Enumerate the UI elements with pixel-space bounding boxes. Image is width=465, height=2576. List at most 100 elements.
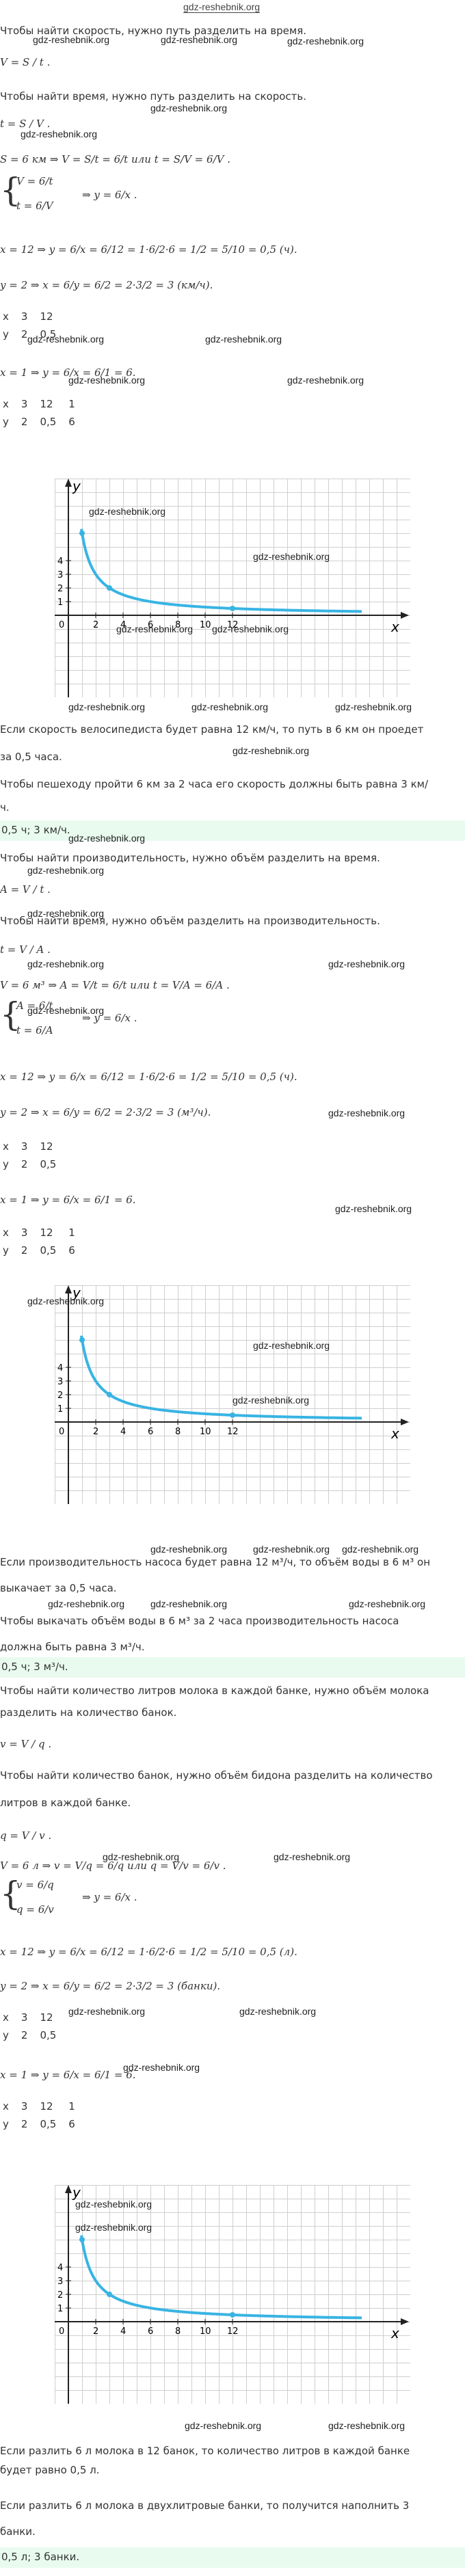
y-tick-label: 2 (57, 584, 63, 594)
p3-system-brace: { (0, 1875, 21, 1913)
p3-conclusion4: банки. (0, 2525, 36, 2538)
watermark-text: gdz-reshebnik.org (342, 1544, 419, 1555)
p2-conclusion2: выкачает за 0,5 часа. (0, 1582, 117, 1594)
x-tick-label: 10 (200, 2326, 211, 2337)
watermark-text: gdz-reshebnik.org (27, 1296, 105, 1306)
data-point (107, 2292, 112, 2297)
y-tick-label: 4 (57, 1363, 63, 1373)
p3-line1b: разделить на количество банок. (0, 1706, 177, 1719)
watermark-text: gdz-reshebnik.org (349, 1598, 426, 1609)
x-tick-label: 4 (120, 620, 126, 630)
p2-system-eq2: t = 6/A (16, 1024, 53, 1036)
watermark-text: gdz-reshebnik.org (253, 551, 330, 562)
p2-conclusion1: Если производительность насоса будет рав… (0, 1556, 431, 1568)
y-tick-label: 1 (57, 2304, 63, 2314)
watermark-text: gdz-reshebnik.org (335, 1203, 412, 1214)
p2-formula5: y = 2 ⇒ x = 6/y = 6/2 = 2·3/2 = 3 (м³/ч)… (0, 1106, 211, 1118)
watermark-text: gdz-reshebnik.org (253, 1340, 330, 1351)
p1-answer: 0,5 ч; 3 км/ч. (0, 820, 465, 841)
watermark-text: gdz-reshebnik.org (68, 2006, 146, 2017)
y-axis-label: y (72, 479, 81, 494)
origin-label: 0 (59, 620, 64, 630)
watermark-text: gdz-reshebnik.org (103, 1851, 180, 1862)
site-header[interactable]: gdz-reshebnik.org (183, 1, 261, 13)
x-tick-label: 2 (93, 2326, 98, 2337)
watermark-text: gdz-reshebnik.org (68, 701, 146, 712)
x-tick-label: 6 (148, 1427, 153, 1437)
watermark-text: gdz-reshebnik.org (75, 2199, 152, 2210)
p2-line2: Чтобы найти время, нужно объём разделить… (0, 915, 380, 927)
data-point (230, 606, 235, 611)
y-tick-label: 2 (57, 2290, 63, 2300)
p1-system-eq1: V = 6/t (16, 175, 53, 187)
p3-line2: Чтобы найти количество банок, нужно объё… (0, 1769, 433, 1782)
watermark-text: gdz-reshebnik.org (287, 375, 364, 386)
p1-graph: x y 0 2 4 6 8 10 12 1 2 3 4 (55, 479, 410, 697)
x-tick-label: 8 (175, 620, 181, 630)
p2-answer: 0,5 ч; 3 м³/ч. (0, 1657, 465, 1678)
data-point (79, 1337, 85, 1343)
p3-formula5: y = 2 ⇒ x = 6/y = 6/2 = 2·3/2 = 3 (банки… (0, 1980, 221, 1992)
watermark-text: gdz-reshebnik.org (205, 334, 282, 345)
p3-system-result: ⇒ y = 6/x . (82, 1891, 137, 1903)
y-tick-label: 4 (57, 2263, 63, 2273)
p2-graph: x y 0 2 4 6 8 10 12 1 2 3 4 (55, 1285, 410, 1504)
p2-formula4: x = 12 ⇒ y = 6/x = 6/12 = 1·6/2·6 = 1/2 … (0, 1071, 297, 1083)
x-tick-label: 8 (175, 1427, 181, 1437)
watermark-text: gdz-reshebnik.org (27, 958, 105, 969)
watermark-text: gdz-reshebnik.org (27, 865, 105, 876)
data-point (107, 1392, 112, 1397)
y-tick-label: 2 (57, 1391, 63, 1401)
x-tick-label: 12 (227, 1427, 239, 1437)
y-tick-label: 3 (57, 2277, 63, 2287)
p3-line2b: литров в каждой банке. (0, 1797, 131, 1809)
p3-conclusion2: будет равно 0,5 л. (0, 2464, 100, 2476)
p3-table1: x 3 12 y 2 0,5 (3, 2011, 57, 2041)
p3-answer: 0,5 л; 3 банки. (0, 2547, 465, 2568)
origin-label: 0 (59, 1427, 64, 1437)
p1-table1: x 3 12 y 2 0,5 (3, 310, 57, 340)
watermark-text: gdz-reshebnik.org (27, 334, 105, 345)
p3-formula3: V = 6 л ⇒ v = V/q = 6/q или q = V/v = 6/… (0, 1860, 226, 1872)
y-tick-label: 3 (57, 570, 63, 580)
p3-conclusion1: Если разлить 6 л молока в 12 банок, то к… (0, 2445, 410, 2457)
watermark-text: gdz-reshebnik.org (27, 1005, 105, 1016)
x-axis-label: x (390, 2325, 399, 2342)
p1-system-eq2: t = 6/V (16, 200, 53, 212)
watermark-text: gdz-reshebnik.org (212, 623, 289, 634)
p2-system-result: ⇒ y = 6/x . (82, 1012, 137, 1024)
p1-conclusion2: за 0,5 часа. (0, 751, 62, 763)
x-axis-arrow (401, 612, 409, 619)
y-axis-label: y (72, 2185, 81, 2201)
p1-conclusion3: Чтобы пешеходу пройти 6 км за 2 часа его… (0, 778, 428, 790)
p3-formula4: x = 12 ⇒ y = 6/x = 6/12 = 1·6/2·6 = 1/2 … (0, 1946, 297, 1958)
watermark-text: gdz-reshebnik.org (232, 745, 310, 756)
y-axis-arrow (65, 479, 72, 487)
watermark-text: gdz-reshebnik.org (123, 2062, 200, 2073)
data-point (107, 585, 112, 591)
watermark-text: gdz-reshebnik.org (150, 1598, 228, 1609)
p3-conclusion3: Если разлить 6 л молока в двухлитровые б… (0, 2499, 410, 2512)
p1-formula6: x = 1 ⇒ y = 6/x = 6/1 = 6. (0, 366, 136, 379)
p1-conclusion4: ч. (0, 801, 10, 814)
p3-system-eq1: v = 6/q (16, 1879, 54, 1891)
x-axis-arrow (401, 1419, 409, 1425)
p2-formula1: A = V / t . (0, 883, 51, 896)
x-tick-label: 6 (148, 2326, 153, 2337)
watermark-text: gdz-reshebnik.org (150, 103, 228, 113)
y-tick-label: 1 (57, 598, 63, 608)
watermark-text: gdz-reshebnik.org (335, 701, 412, 712)
x-tick-label: 2 (93, 1427, 98, 1437)
p3-formula1: v = V / q . (0, 1738, 52, 1750)
watermark-text: gdz-reshebnik.org (68, 833, 146, 844)
p3-formula6: x = 1 ⇒ y = 6/x = 6/1 = 6. (0, 2069, 136, 2081)
x-tick-label: 12 (227, 620, 239, 630)
p2-formula6: x = 1 ⇒ y = 6/x = 6/1 = 6. (0, 1194, 136, 1206)
watermark-text: gdz-reshebnik.org (48, 1598, 125, 1609)
p2-system-eq1: A = 6/t (16, 999, 53, 1012)
y-tick-label: 1 (57, 1404, 63, 1414)
p3-table2: x 3 12 1 y 2 0,5 6 (3, 2100, 75, 2130)
watermark-text: gdz-reshebnik.org (328, 2420, 406, 2431)
y-axis-label: y (72, 1285, 81, 1301)
